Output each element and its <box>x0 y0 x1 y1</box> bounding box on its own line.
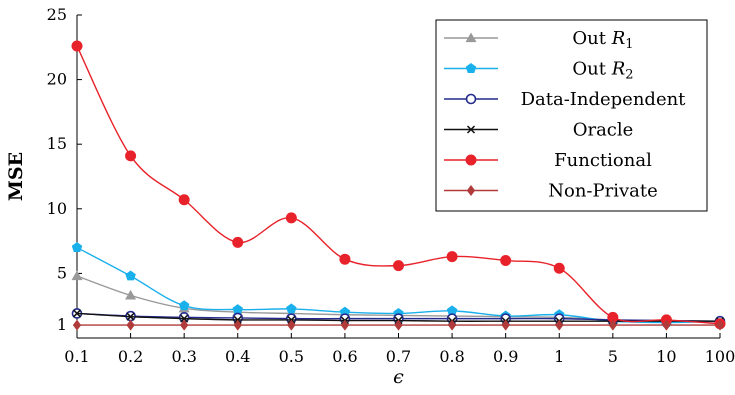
y-tick-label: 20 <box>47 70 67 89</box>
legend-item-non-private: Non-Private <box>444 181 658 202</box>
series-non-private <box>72 319 725 331</box>
data-point <box>126 312 135 321</box>
data-point <box>232 236 244 248</box>
data-point <box>393 260 404 272</box>
legend-swatch-marker <box>465 154 477 166</box>
data-point <box>71 242 83 253</box>
x-tick-label: 0.3 <box>171 347 196 366</box>
data-point <box>446 251 458 263</box>
data-point <box>233 319 242 331</box>
x-tick-label: 1 <box>554 347 564 366</box>
data-point <box>608 319 617 331</box>
data-point <box>180 319 189 331</box>
x-tick-label: 0.1 <box>64 347 89 366</box>
data-point <box>446 305 458 316</box>
data-point <box>125 150 137 162</box>
legend-label: Functional <box>554 150 652 171</box>
data-point <box>339 253 351 265</box>
y-tick-label: 10 <box>47 199 67 218</box>
data-point <box>287 319 296 331</box>
data-point <box>125 289 137 300</box>
legend-item-data-independent: Data-Independent <box>444 89 686 110</box>
data-point <box>286 303 297 314</box>
data-point <box>72 319 82 331</box>
x-axis-ticks: 0.1 0.2 0.3 0.4 0.5 0.6 0.7 0.8 0.9 1 5 10 100 <box>64 333 735 366</box>
legend-label: Out R2 <box>572 59 633 83</box>
data-point <box>71 270 83 281</box>
data-point <box>71 40 83 52</box>
data-point <box>72 309 82 318</box>
legend-item-out-r1: Out R1 <box>444 28 634 52</box>
data-point <box>340 319 350 331</box>
x-tick-label: 0.9 <box>493 347 518 366</box>
data-point <box>126 319 135 331</box>
legend: Out R1 Out R2 Data-Independent Oracle Functi… <box>435 19 708 212</box>
data-point <box>285 212 297 224</box>
legend-swatch-marker <box>465 63 477 73</box>
cross-stroke <box>180 314 189 323</box>
data-point <box>662 319 671 331</box>
x-tick-label: 0.5 <box>279 347 304 366</box>
data-point <box>178 300 190 311</box>
x-tick-label: 100 <box>705 347 735 366</box>
data-point <box>232 304 243 315</box>
y-tick-label: 5 <box>57 263 67 282</box>
y-axis-title: MSE <box>5 152 27 201</box>
legend-swatch-marker <box>466 125 476 134</box>
x-tick-label: 5 <box>608 347 618 366</box>
x-tick-label: 0.2 <box>118 347 143 366</box>
legend-label: Non-Private <box>548 181 658 202</box>
legend-item-out-r2: Out R2 <box>444 59 634 83</box>
legend-box <box>435 19 708 212</box>
x-axis-title: ϵ <box>393 366 404 388</box>
y-tick-label: 15 <box>47 134 67 153</box>
x-tick-label: 0.8 <box>439 347 464 366</box>
x-tick-label: 10 <box>656 347 676 366</box>
data-point <box>607 311 619 323</box>
legend-label: Data-Independent <box>521 89 687 110</box>
data-point <box>180 314 189 323</box>
data-point <box>178 194 190 206</box>
data-point <box>555 319 564 331</box>
legend-label: Oracle <box>573 120 634 141</box>
x-tick-label: 0.4 <box>225 347 250 366</box>
data-point <box>447 319 457 331</box>
series-functional <box>71 40 726 330</box>
data-point <box>394 319 403 331</box>
data-point <box>553 262 565 274</box>
y-tick-label: 1 <box>57 315 67 334</box>
x-tick-label: 0.7 <box>386 347 411 366</box>
cross-stroke <box>126 312 135 321</box>
data-point <box>715 319 725 331</box>
legend-swatch-marker <box>465 93 477 105</box>
legend-item-oracle: Oracle <box>444 120 633 141</box>
legend-label: Out R1 <box>572 28 633 52</box>
x-tick-label: 0.6 <box>332 347 357 366</box>
legend-swatch-marker <box>466 185 476 196</box>
y-tick-label: 25 <box>47 5 67 24</box>
cross-stroke <box>72 309 82 318</box>
legend-item-functional: Functional <box>444 150 652 171</box>
series-layer <box>71 40 726 331</box>
cross-stroke <box>466 125 476 134</box>
data-point <box>501 319 510 331</box>
data-point <box>125 270 136 281</box>
legend-swatch-marker <box>465 32 477 43</box>
data-point <box>500 254 512 266</box>
